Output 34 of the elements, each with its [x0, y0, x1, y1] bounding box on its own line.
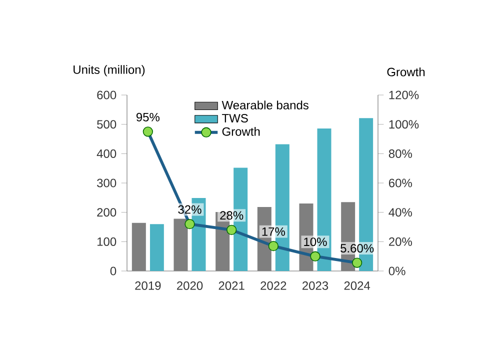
y-tick-label: 0	[110, 266, 116, 276]
bar	[150, 224, 164, 271]
y-tick-label: 500	[97, 120, 116, 129]
y-tick-label: 600	[97, 90, 116, 100]
x-tick-label: 2024	[344, 281, 370, 290]
x-tick-label: 2019	[135, 281, 161, 290]
x-tick-label: 2022	[260, 281, 286, 290]
y2-axis-title: Growth	[387, 67, 425, 76]
data-label: 17%	[262, 227, 285, 236]
y-tick-label: 200	[97, 208, 116, 217]
bar	[174, 218, 188, 271]
legend-label: Wearable bands	[222, 100, 308, 110]
data-label: 5.60%	[340, 244, 374, 253]
legend-label: TWS	[222, 114, 248, 122]
data-label: 10%	[304, 238, 327, 246]
y2-tick-label: 100%	[389, 120, 419, 129]
y2-tick-label: 40%	[388, 208, 412, 217]
y-tick-label: 300	[97, 178, 116, 188]
legend-label: Growth	[222, 127, 260, 136]
data-label: 32%	[178, 205, 202, 214]
y2-tick-label: 60%	[388, 178, 412, 188]
y2-tick-label: 80%	[388, 149, 412, 158]
x-tick-label: 2021	[218, 281, 244, 290]
x-tick-label: 2020	[177, 281, 203, 290]
y2-tick-label: 0%	[388, 266, 406, 276]
x-tick-label: 2023	[302, 281, 328, 290]
y-tick-label: 400	[96, 149, 116, 158]
data-label: 28%	[220, 211, 244, 220]
bar	[132, 222, 146, 271]
data-label: 95%	[136, 112, 160, 122]
y-axis-title: Units (million)	[74, 65, 145, 76]
y2-tick-label: 120%	[389, 90, 419, 100]
y2-tick-label: 20%	[388, 237, 412, 246]
y-tick-label: 100	[98, 237, 116, 246]
